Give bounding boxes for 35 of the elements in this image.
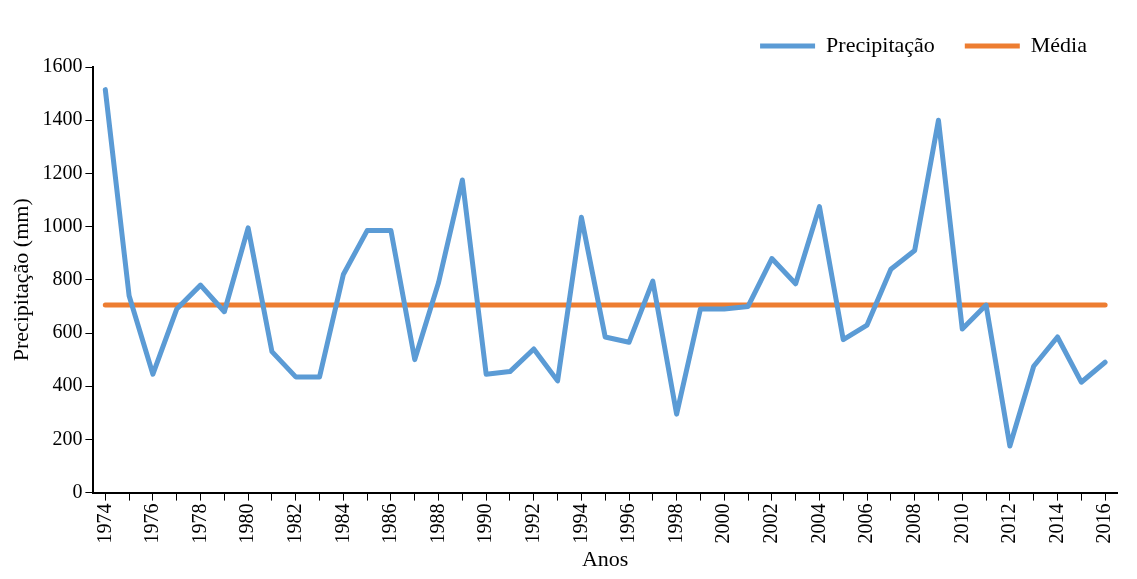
y-tick-label: 0 [72, 479, 83, 502]
x-tick-label: 2010 [949, 503, 972, 544]
y-tick-label: 200 [52, 426, 83, 449]
x-tick-label: 2008 [901, 503, 924, 544]
x-tick-label: 1988 [425, 503, 448, 544]
x-tick-label: 2006 [854, 503, 877, 544]
x-tick-label: 2012 [997, 503, 1020, 544]
x-tick-label: 2014 [1044, 503, 1067, 544]
x-tick-label: 1980 [235, 503, 258, 544]
y-tick-label: 1600 [42, 54, 83, 77]
y-tick-label: 1200 [42, 160, 83, 183]
legend-label: Média [1030, 31, 1088, 57]
x-tick-label: 1984 [330, 503, 353, 544]
x-tick-label: 2002 [759, 503, 782, 544]
x-tick-label: 1998 [663, 503, 686, 544]
x-tick-label: 1978 [187, 503, 210, 544]
x-tick-label: 1994 [568, 503, 591, 544]
x-tick-label: 1986 [378, 503, 401, 544]
x-tick-label: 2000 [711, 503, 734, 544]
x-tick-label: 2004 [806, 503, 829, 544]
y-tick-label: 1400 [42, 107, 83, 130]
y-tick-label: 400 [52, 373, 83, 396]
legend-label: Precipitação [826, 31, 935, 57]
y-tick-label: 800 [52, 267, 83, 290]
x-tick-label: 1976 [140, 503, 163, 544]
x-tick-label: 1992 [521, 503, 544, 544]
x-axis-title: Anos [581, 545, 629, 571]
x-tick-label: 2016 [1092, 503, 1115, 544]
x-tick-label: 1974 [92, 503, 115, 544]
y-axis-title: Precipitação (mm) [7, 198, 33, 362]
x-tick-label: 1982 [282, 503, 305, 544]
y-tick-label: 1000 [42, 213, 83, 236]
x-tick-label: 1990 [473, 503, 496, 544]
y-tick-label: 600 [52, 320, 83, 343]
x-tick-label: 1996 [616, 503, 639, 544]
